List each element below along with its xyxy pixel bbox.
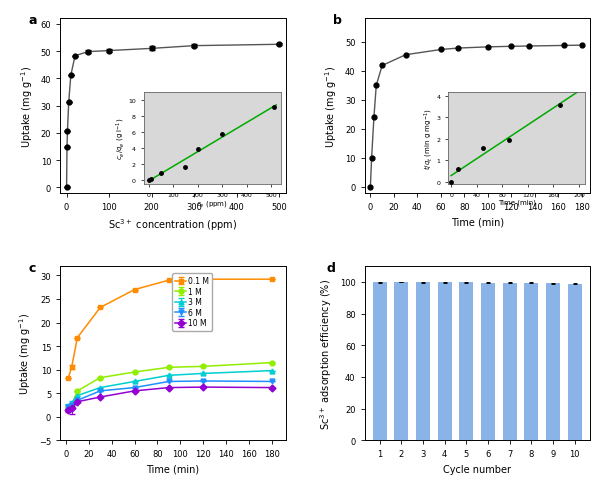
Bar <box>459 283 473 440</box>
Y-axis label: Uptake (mg g$^{-1}$): Uptake (mg g$^{-1}$) <box>323 65 340 147</box>
Bar <box>438 283 452 440</box>
Bar <box>546 284 560 440</box>
Bar <box>568 284 582 440</box>
Y-axis label: Uptake (mg g$^{-1}$): Uptake (mg g$^{-1}$) <box>19 65 35 147</box>
Bar <box>373 283 386 440</box>
Legend: 0.1 M, 1 M, 3 M, 6 M, 10 M: 0.1 M, 1 M, 3 M, 6 M, 10 M <box>172 274 213 331</box>
Y-axis label: Sc$^{3+}$ adsorption efficiency (%): Sc$^{3+}$ adsorption efficiency (%) <box>318 278 334 429</box>
Text: b: b <box>333 14 342 27</box>
Text: a: a <box>29 14 37 27</box>
Text: d: d <box>326 261 335 274</box>
Bar <box>394 283 408 440</box>
Bar <box>416 283 430 440</box>
Text: c: c <box>29 261 36 274</box>
X-axis label: Sc$^{3+}$ concentration (ppm): Sc$^{3+}$ concentration (ppm) <box>108 217 237 233</box>
Y-axis label: Uptake (mg g$^{-1}$): Uptake (mg g$^{-1}$) <box>17 313 33 394</box>
X-axis label: Time (min): Time (min) <box>451 217 504 227</box>
Bar <box>503 283 517 440</box>
Bar <box>481 283 495 440</box>
Bar <box>524 283 538 440</box>
X-axis label: Time (min): Time (min) <box>146 464 199 474</box>
X-axis label: Cycle number: Cycle number <box>443 464 511 474</box>
